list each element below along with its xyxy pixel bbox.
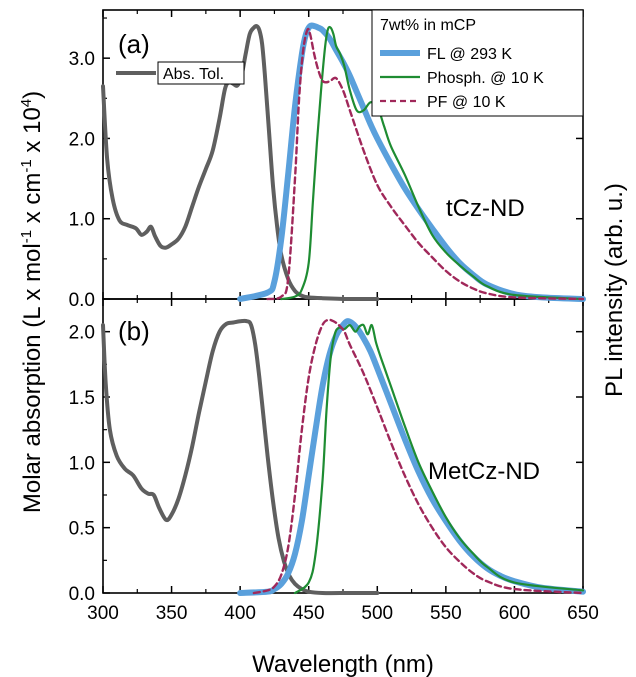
x-tick-label: 550 [430, 603, 462, 624]
x-tick-label: 500 [361, 603, 393, 624]
abs-legend-label: Abs. Tol. [163, 66, 224, 83]
abs-legend-box [157, 61, 245, 85]
series-pf-panel-b [252, 318, 585, 595]
legend-label-phosph: Phosph. @ 10 K [427, 70, 544, 87]
legend-header: 7wt% in mCP [380, 17, 476, 34]
legend: 7wt% in mCP FL @ 293 K Phosph. @ 10 K PF… [371, 9, 584, 117]
y-tick-label: 1.5 [69, 388, 95, 409]
x-axis-title: Wavelength (nm) [252, 651, 434, 677]
legend-box [371, 9, 584, 117]
series-abs-panel-b [101, 318, 380, 596]
series-fl-panel-b [237, 318, 586, 596]
panel-a-label: (a) [118, 29, 150, 59]
sample-label-b: MetCz-ND [428, 458, 540, 485]
series-phosph-panel-a [280, 25, 585, 301]
x-tick-label: 450 [293, 603, 325, 624]
panel-b-frame [102, 298, 584, 594]
y-axis-title-right: PL intensity (arb. u.) [601, 183, 628, 397]
x-tick-label: 650 [567, 603, 599, 624]
y-tick-label: 0.0 [69, 290, 95, 311]
y-tick-label: 0.5 [69, 519, 95, 540]
y-axis-title-left: Molar absorption (L x mol-1 x cm-1 x 104… [18, 91, 46, 513]
x-tick-label: 300 [87, 603, 119, 624]
x-tick-label: 400 [224, 603, 256, 624]
x-tick-label: 350 [156, 603, 188, 624]
panel-b-label: (b) [118, 316, 150, 346]
y-tick-label: 1.0 [69, 210, 95, 231]
y-tick-label: 3.0 [69, 49, 95, 70]
y-tick-label: 2.0 [69, 323, 95, 344]
legend-label-pf: PF @ 10 K [427, 94, 506, 111]
x-tick-label: 600 [499, 603, 531, 624]
abs-legend: Abs. Tol. [116, 61, 245, 85]
y-tick-label: 0.0 [69, 584, 95, 605]
y-tick-label: 2.0 [69, 129, 95, 150]
series-pf-panel-a [266, 27, 585, 301]
series-fl-panel-a [237, 22, 586, 302]
series-phosph-panel-b [293, 323, 585, 595]
y-tick-label: 1.0 [69, 453, 95, 474]
legend-label-fl: FL @ 293 K [427, 46, 512, 63]
sample-label-a: tCz-ND [446, 195, 525, 222]
